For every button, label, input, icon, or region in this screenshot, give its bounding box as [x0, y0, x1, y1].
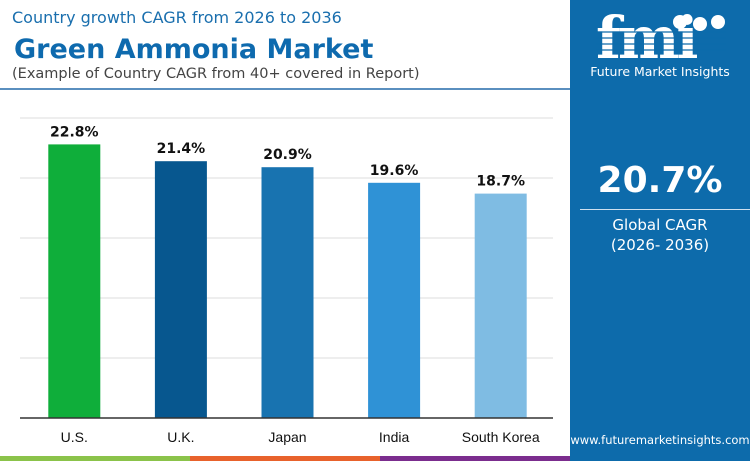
footer-stripe-orange [190, 456, 380, 461]
global-cagr-period: (2026- 2036) [610, 236, 710, 254]
footer-stripe-green [0, 456, 190, 461]
bar-u-s- [48, 144, 101, 418]
brand-name: Future Market Insights [590, 64, 730, 79]
chart-title: Green Ammonia Market [14, 34, 374, 65]
data-label: 18.7% [476, 174, 525, 190]
x-tick-label: South Korea [462, 429, 540, 445]
fmi-logo: fmi [596, 10, 726, 60]
bar-south-korea [474, 193, 527, 418]
chart-subtitle: Country growth CAGR from 2026 to 2036 [12, 8, 342, 27]
x-tick-label: Japan [268, 429, 306, 445]
chart-note: (Example of Country CAGR from 40+ covere… [12, 66, 420, 82]
footer-stripe-purple [380, 456, 570, 461]
data-label: 21.4% [157, 141, 206, 157]
data-label: 19.6% [370, 163, 419, 179]
bar-japan [261, 167, 314, 418]
global-cagr-label: Global CAGR [612, 216, 708, 234]
header-divider [0, 88, 570, 90]
global-cagr-value: 20.7% [597, 160, 723, 201]
bar-chart: 22.8% U.S. 21.4% U.K. 20.9% Japan 19.6% India 18… [20, 117, 553, 445]
divider [580, 209, 750, 210]
website-link[interactable]: www.futuremarketinsights.com [570, 433, 750, 447]
bar-u-k- [154, 161, 207, 418]
sidebar-panel: fmi Future Market Insights 20.7% Global … [570, 0, 750, 461]
x-tick-label: U.K. [167, 429, 194, 445]
x-tick-label: India [379, 429, 410, 445]
data-label: 22.8% [50, 124, 99, 140]
data-label: 20.9% [263, 147, 312, 163]
bar-india [368, 182, 421, 418]
x-tick-label: U.S. [61, 429, 88, 445]
